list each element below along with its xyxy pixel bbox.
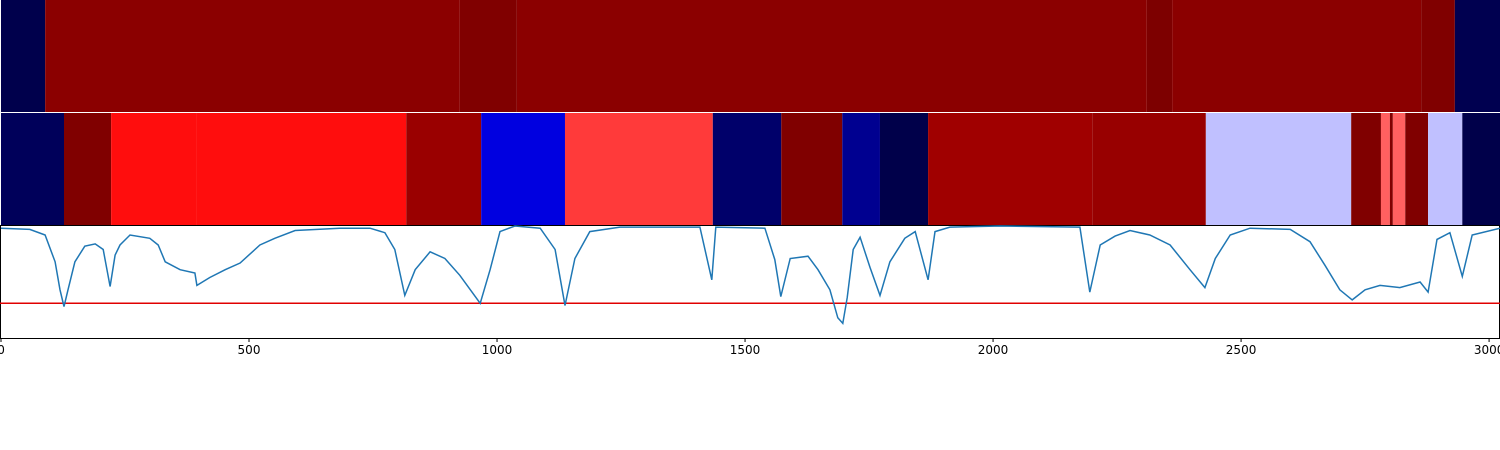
segment bbox=[928, 113, 1093, 225]
x-tick-label: 500 bbox=[238, 343, 261, 357]
x-tick-label: 0 bbox=[0, 343, 5, 357]
segment bbox=[406, 113, 482, 225]
x-tick-label: 2000 bbox=[978, 343, 1009, 357]
segment bbox=[564, 113, 713, 225]
x-tick-label: 3000 bbox=[1474, 343, 1500, 357]
x-tick-label: 1000 bbox=[482, 343, 513, 357]
segment bbox=[481, 113, 565, 225]
segment bbox=[1454, 0, 1500, 112]
segment bbox=[879, 113, 929, 225]
segment bbox=[1380, 113, 1390, 225]
segment bbox=[842, 113, 880, 225]
segment bbox=[1, 113, 64, 225]
plot-frame bbox=[0, 225, 1500, 339]
segment bbox=[1392, 113, 1406, 225]
segment bbox=[1421, 0, 1455, 112]
x-tick-label: 1500 bbox=[730, 343, 761, 357]
segment bbox=[1428, 113, 1463, 225]
segment bbox=[111, 113, 197, 225]
line bbox=[0, 225, 1500, 326]
segment bbox=[516, 0, 1147, 112]
segment bbox=[712, 113, 782, 225]
segment bbox=[45, 0, 460, 112]
segment bbox=[1462, 113, 1500, 225]
segment bbox=[196, 113, 407, 225]
segment bbox=[1389, 113, 1393, 225]
segment bbox=[1092, 113, 1206, 225]
segment bbox=[63, 113, 112, 225]
segment bbox=[1, 0, 46, 112]
segment bbox=[1351, 113, 1381, 225]
segment bbox=[459, 0, 517, 112]
x-tick-label: 2500 bbox=[1226, 343, 1257, 357]
segment bbox=[1146, 0, 1173, 112]
segment bbox=[1172, 0, 1422, 112]
segment bbox=[1405, 113, 1429, 225]
segment bbox=[1205, 113, 1352, 225]
segment bbox=[781, 113, 843, 225]
